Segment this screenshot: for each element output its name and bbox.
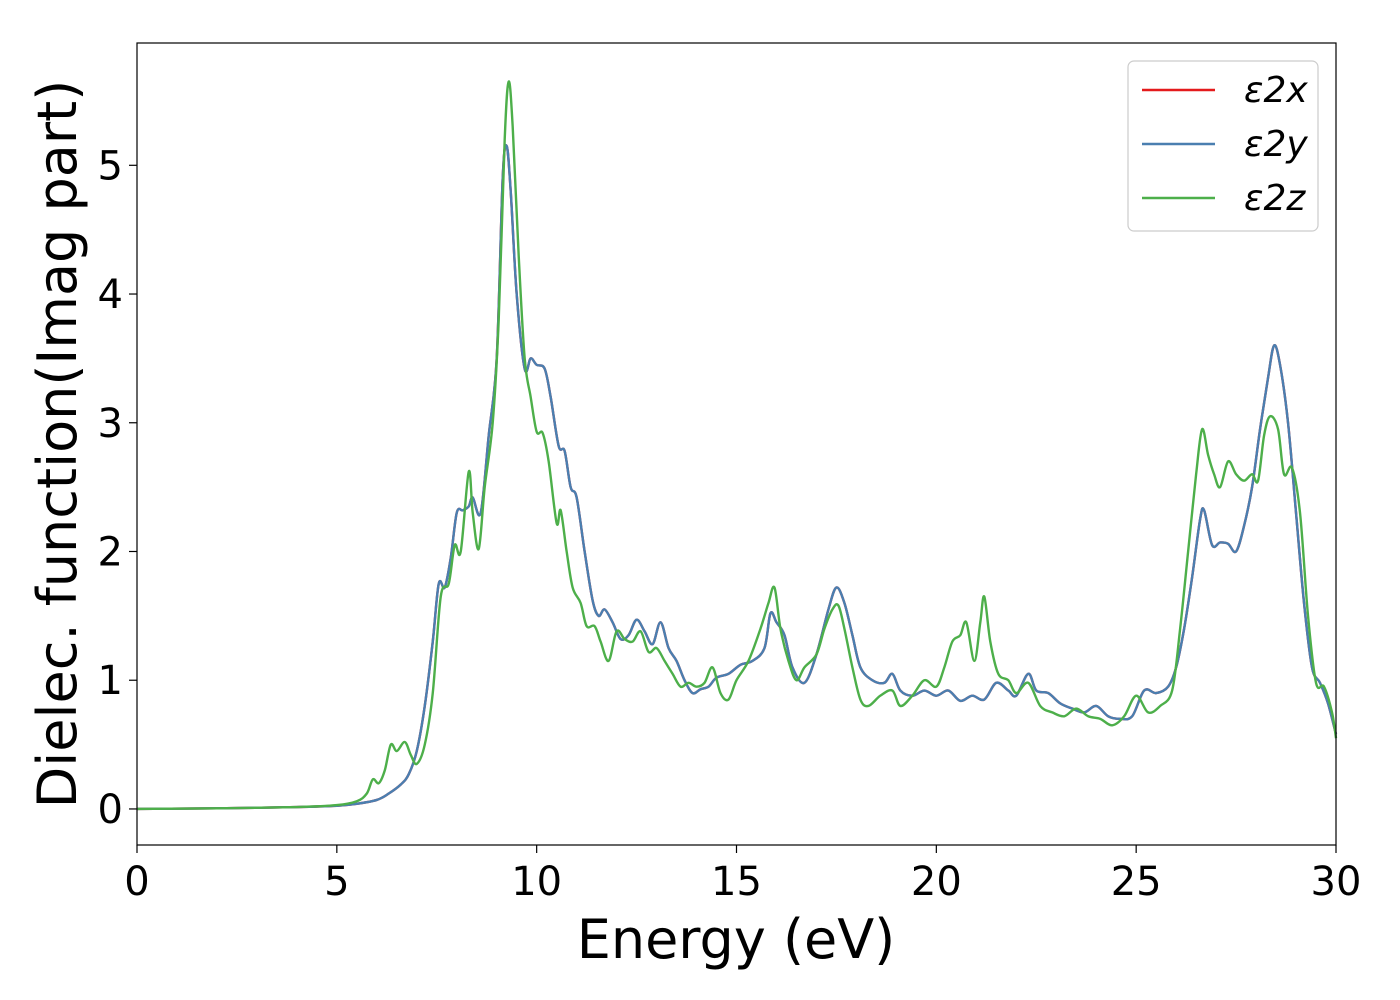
series-layer	[136, 80, 1338, 811]
x-tick-label: 5	[324, 859, 349, 905]
legend-label: ε2x	[1244, 70, 1308, 111]
y-tick-label: 4	[98, 272, 123, 318]
x-axis: 0 5 10 15 20 25 30	[124, 845, 1361, 905]
x-tick-label: 0	[124, 859, 149, 905]
legend-label: ε2z	[1244, 178, 1306, 219]
y-tick-label: 5	[98, 143, 123, 189]
x-tick-label: 30	[1311, 859, 1362, 905]
legend: ε2x ε2y ε2z	[1127, 60, 1319, 232]
legend-box	[1127, 60, 1319, 232]
y-tick-label: 3	[98, 401, 123, 447]
y-axis-title: Dielec. function(Imag part)	[26, 80, 89, 809]
series-eps2z-line	[136, 80, 1338, 811]
x-tick-label: 15	[711, 859, 762, 905]
x-tick-label: 25	[1111, 859, 1162, 905]
y-tick-label: 0	[98, 787, 123, 833]
x-axis-title: Energy (eV)	[577, 908, 896, 971]
x-tick-label: 10	[511, 859, 562, 905]
y-tick-label: 1	[98, 658, 123, 704]
legend-label: ε2y	[1244, 124, 1308, 165]
y-tick-label: 2	[98, 529, 123, 575]
y-axis: 0 1 2 3 4 5	[98, 143, 137, 833]
x-tick-label: 20	[911, 859, 962, 905]
